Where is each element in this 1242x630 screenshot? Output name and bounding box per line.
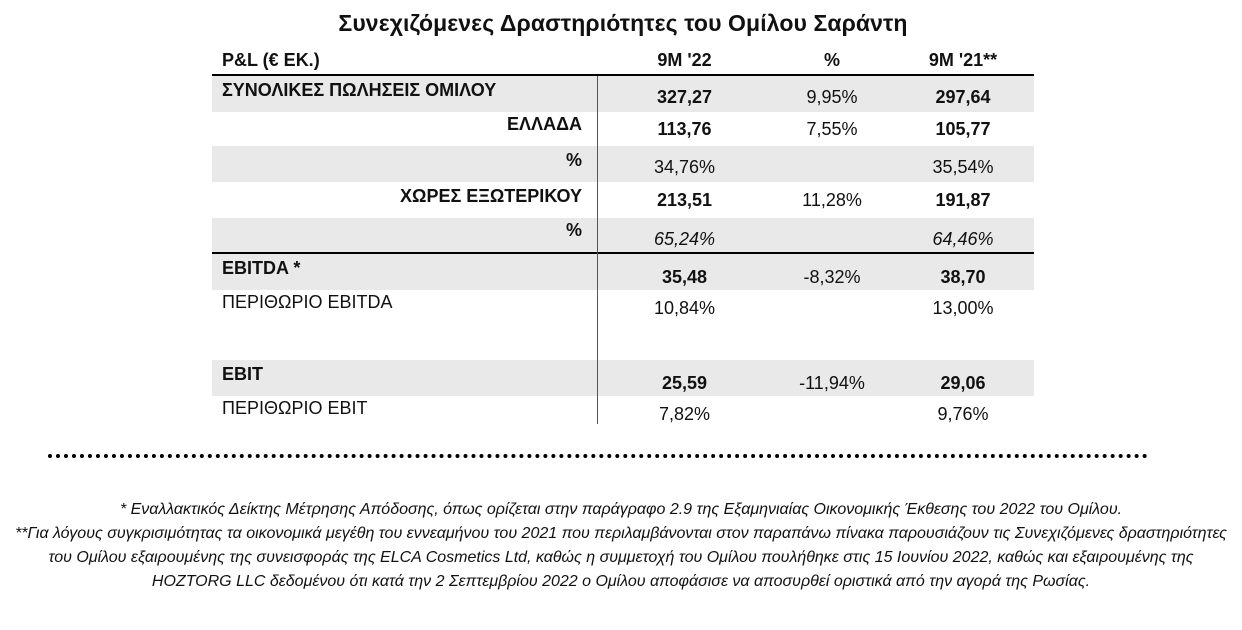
- table-row-greece-pct: % 34,76% 35,54%: [212, 146, 1034, 182]
- row-change-pct: 11,28%: [802, 189, 862, 210]
- table-row-foreign: ΧΩΡΕΣ ΕΞΩΤΕΡΙΚΟΥ 213,51 11,28% 191,87: [212, 182, 1034, 218]
- table-title: Συνεχιζόμενες Δραστηριότητες του Ομίλου …: [338, 10, 908, 36]
- row-value-9m-21: 64,46%: [932, 229, 994, 249]
- footnotes: * Εναλλακτικός Δείκτης Μέτρησης Απόδοσης…: [10, 498, 1232, 594]
- row-value-9m-22: 327,27: [656, 87, 713, 107]
- row-value-9m-22: 35,48: [661, 267, 708, 287]
- row-label: ΧΩΡΕΣ ΕΞΩΤΕΡΙΚΟΥ: [400, 186, 582, 206]
- table-row-spacer: [212, 326, 1034, 360]
- row-label: ΕΛΛΑΔΑ: [507, 114, 582, 134]
- row-value-9m-21: 29,06: [940, 373, 986, 393]
- row-label: ΠΕΡΙΘΩΡΙΟ EBITDA: [222, 292, 393, 312]
- row-value-9m-21: 35,54%: [932, 157, 994, 177]
- row-change-pct: [772, 218, 892, 252]
- header-label: P&L (€ ΕΚ.): [222, 49, 320, 70]
- row-value-9m-21: 105,77: [935, 118, 991, 139]
- header-9m-21: 9M '21**: [928, 49, 998, 70]
- row-label: ΣΥΝΟΛΙΚΕΣ ΠΩΛΗΣΕΙΣ ΟΜΙΛΟΥ: [222, 80, 497, 100]
- column-divider: [597, 76, 598, 424]
- row-value-9m-22: 10,84%: [653, 297, 716, 318]
- table-row-total-sales: ΣΥΝΟΛΙΚΕΣ ΠΩΛΗΣΕΙΣ ΟΜΙΛΟΥ 327,27 9,95% 2…: [212, 76, 1034, 112]
- row-value-9m-22: 113,76: [657, 118, 712, 139]
- table-row-ebitda: EBITDA * 35,48 -8,32% 38,70: [212, 254, 1034, 290]
- row-change-pct: [772, 396, 892, 432]
- row-value-9m-21: 191,87: [935, 189, 991, 210]
- row-change-pct: 7,55%: [806, 118, 858, 139]
- row-change-pct: [772, 290, 892, 326]
- row-value-9m-21: 38,70: [940, 267, 986, 287]
- table-row-ebit: EBIT 25,59 -11,94% 29,06: [212, 360, 1034, 396]
- row-value-9m-21: 13,00%: [932, 297, 994, 318]
- footnote-2: **Για λόγους συγκρισιμότητας τα οικονομι…: [15, 525, 1227, 590]
- pl-table: P&L (€ ΕΚ.) 9M '22 % 9M '21** ΣΥΝΟΛΙΚΕΣ …: [212, 46, 1034, 432]
- row-label: ΠΕΡΙΘΩΡΙΟ EBIT: [222, 398, 368, 418]
- row-label: EBIT: [222, 364, 264, 384]
- table-row-foreign-pct: % 65,24% 64,46%: [212, 218, 1034, 254]
- row-value-9m-22: 25,59: [661, 373, 708, 393]
- footnote-1: * Εναλλακτικός Δείκτης Μέτρησης Απόδοσης…: [119, 501, 1123, 518]
- row-value-9m-22: 213,51: [656, 189, 713, 210]
- table-row-ebit-margin: ΠΕΡΙΘΩΡΙΟ EBIT 7,82% 9,76%: [212, 396, 1034, 432]
- row-label: %: [565, 150, 582, 170]
- row-label: %: [565, 220, 582, 240]
- row-change-pct: -8,32%: [803, 267, 861, 287]
- row-value-9m-21: 9,76%: [937, 403, 989, 424]
- row-change-pct: -11,94%: [799, 373, 865, 393]
- row-value-9m-22: 34,76%: [653, 157, 716, 177]
- row-change-pct: [772, 146, 892, 182]
- row-change-pct: 9,95%: [806, 87, 858, 107]
- table-row-ebitda-margin: ΠΕΡΙΘΩΡΙΟ EBITDA 10,84% 13,00%: [212, 290, 1034, 326]
- header-change-pct: %: [823, 49, 840, 70]
- row-value-9m-22: 65,24%: [653, 229, 716, 249]
- dotted-separator: [48, 454, 1148, 458]
- table-row-greece: ΕΛΛΑΔΑ 113,76 7,55% 105,77: [212, 112, 1034, 146]
- row-label: EBITDA *: [222, 258, 301, 278]
- table-header-row: P&L (€ ΕΚ.) 9M '22 % 9M '21**: [212, 46, 1034, 76]
- row-value-9m-21: 297,64: [935, 87, 991, 107]
- header-9m-22: 9M '22: [657, 49, 712, 70]
- row-value-9m-22: 7,82%: [658, 403, 711, 424]
